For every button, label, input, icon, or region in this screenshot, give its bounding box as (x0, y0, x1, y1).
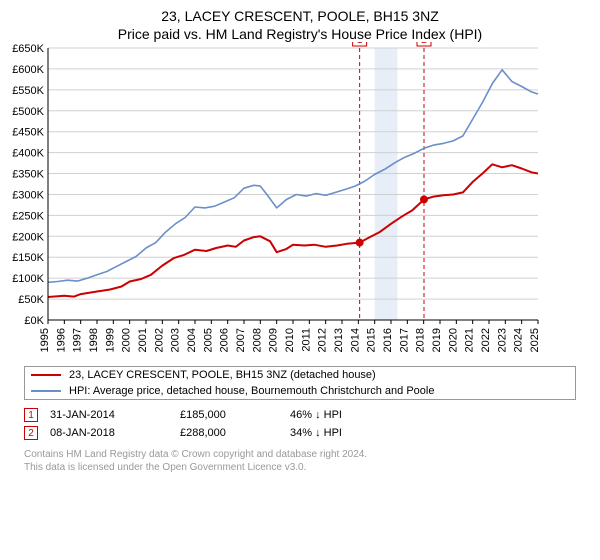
chart-legend: 23, LACEY CRESCENT, POOLE, BH15 3NZ (det… (24, 366, 576, 400)
svg-text:2014: 2014 (349, 328, 361, 352)
credits-line1: Contains HM Land Registry data © Crown c… (24, 448, 576, 461)
svg-text:2008: 2008 (251, 328, 263, 352)
transaction-pct: 34% ↓ HPI (290, 427, 400, 439)
svg-text:2009: 2009 (268, 328, 280, 352)
svg-text:2000: 2000 (121, 328, 133, 352)
svg-text:2003: 2003 (170, 328, 182, 352)
svg-text:£350K: £350K (12, 169, 44, 181)
transaction-row: 2 08-JAN-2018 £288,000 34% ↓ HPI (24, 424, 576, 442)
svg-text:£400K: £400K (12, 148, 44, 160)
transaction-pct: 46% ↓ HPI (290, 409, 400, 421)
svg-text:2024: 2024 (513, 328, 525, 352)
svg-text:2004: 2004 (186, 328, 198, 352)
svg-text:1: 1 (357, 42, 363, 46)
credits-line2: This data is licensed under the Open Gov… (24, 461, 576, 474)
svg-text:£500K: £500K (12, 106, 44, 118)
legend-item-hpi: HPI: Average price, detached house, Bour… (25, 383, 575, 399)
svg-text:2015: 2015 (366, 328, 378, 352)
svg-text:2013: 2013 (333, 328, 345, 352)
legend-label: 23, LACEY CRESCENT, POOLE, BH15 3NZ (det… (69, 369, 376, 381)
svg-text:2017: 2017 (398, 328, 410, 352)
legend-item-price-paid: 23, LACEY CRESCENT, POOLE, BH15 3NZ (det… (25, 367, 575, 383)
svg-text:£250K: £250K (12, 210, 44, 222)
svg-text:£200K: £200K (12, 231, 44, 243)
transaction-price: £288,000 (180, 427, 290, 439)
transaction-badge: 2 (24, 426, 38, 440)
svg-text:2018: 2018 (415, 328, 427, 352)
transaction-price: £185,000 (180, 409, 290, 421)
svg-text:1997: 1997 (72, 328, 84, 352)
svg-text:2002: 2002 (153, 328, 165, 352)
svg-text:2020: 2020 (447, 328, 459, 352)
svg-text:2025: 2025 (529, 328, 541, 352)
legend-swatch-hpi (31, 390, 61, 392)
svg-text:1996: 1996 (55, 328, 67, 352)
svg-text:2021: 2021 (464, 328, 476, 352)
svg-text:2: 2 (421, 42, 427, 46)
svg-text:2019: 2019 (431, 328, 443, 352)
svg-text:£150K: £150K (12, 252, 44, 264)
legend-swatch-price-paid (31, 374, 61, 376)
svg-text:£300K: £300K (12, 189, 44, 201)
svg-text:£450K: £450K (12, 127, 44, 139)
transaction-date: 08-JAN-2018 (50, 427, 180, 439)
svg-text:£0K: £0K (24, 315, 44, 327)
svg-text:2022: 2022 (480, 328, 492, 352)
svg-text:1995: 1995 (39, 328, 51, 352)
svg-text:2005: 2005 (202, 328, 214, 352)
chart-title-line2: Price paid vs. HM Land Registry's House … (0, 24, 600, 42)
svg-text:2006: 2006 (219, 328, 231, 352)
svg-text:£100K: £100K (12, 273, 44, 285)
legend-label: HPI: Average price, detached house, Bour… (69, 385, 434, 397)
svg-text:2016: 2016 (382, 328, 394, 352)
svg-text:2011: 2011 (300, 328, 312, 352)
transaction-badge: 1 (24, 408, 38, 422)
svg-text:1999: 1999 (104, 328, 116, 352)
svg-text:2012: 2012 (317, 328, 329, 352)
svg-text:2023: 2023 (496, 328, 508, 352)
svg-text:2007: 2007 (235, 328, 247, 352)
svg-text:£50K: £50K (18, 294, 44, 306)
transactions-table: 1 31-JAN-2014 £185,000 46% ↓ HPI 2 08-JA… (24, 406, 576, 442)
price-hpi-chart: £0K £50K £100K £150K £200K £250K £300K £350K £40… (0, 42, 552, 360)
svg-text:2001: 2001 (137, 328, 149, 352)
svg-text:1998: 1998 (88, 328, 100, 352)
transaction-date: 31-JAN-2014 (50, 409, 180, 421)
data-credits: Contains HM Land Registry data © Crown c… (24, 448, 576, 474)
transaction-row: 1 31-JAN-2014 £185,000 46% ↓ HPI (24, 406, 576, 424)
svg-text:£550K: £550K (12, 85, 44, 97)
svg-text:£600K: £600K (12, 64, 44, 76)
svg-text:2010: 2010 (284, 328, 296, 352)
svg-text:£650K: £650K (12, 43, 44, 55)
chart-title-line1: 23, LACEY CRESCENT, POOLE, BH15 3NZ (0, 0, 600, 24)
